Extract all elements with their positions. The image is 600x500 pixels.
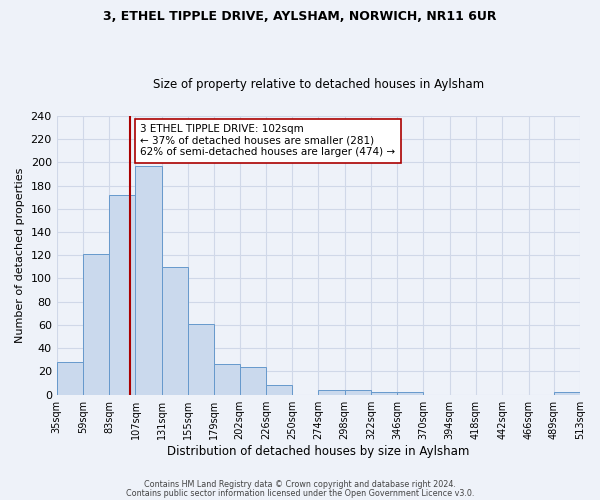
Y-axis label: Number of detached properties: Number of detached properties [15,168,25,343]
X-axis label: Distribution of detached houses by size in Aylsham: Distribution of detached houses by size … [167,444,470,458]
Bar [83,254,109,394]
Text: Contains public sector information licensed under the Open Government Licence v3: Contains public sector information licen… [126,489,474,498]
Bar [266,386,292,394]
Bar [136,166,162,394]
Text: 3 ETHEL TIPPLE DRIVE: 102sqm
← 37% of detached houses are smaller (281)
62% of s: 3 ETHEL TIPPLE DRIVE: 102sqm ← 37% of de… [140,124,395,158]
Bar [397,392,424,394]
Text: Contains HM Land Registry data © Crown copyright and database right 2024.: Contains HM Land Registry data © Crown c… [144,480,456,489]
Bar [214,364,239,394]
Title: Size of property relative to detached houses in Aylsham: Size of property relative to detached ho… [153,78,484,91]
Bar [239,367,266,394]
Text: 3, ETHEL TIPPLE DRIVE, AYLSHAM, NORWICH, NR11 6UR: 3, ETHEL TIPPLE DRIVE, AYLSHAM, NORWICH,… [103,10,497,23]
Bar [344,390,371,394]
Bar [162,267,188,394]
Bar [188,324,214,394]
Bar [109,195,136,394]
Bar [371,392,397,394]
Bar [319,390,344,394]
Bar [554,392,580,394]
Bar [56,362,83,394]
